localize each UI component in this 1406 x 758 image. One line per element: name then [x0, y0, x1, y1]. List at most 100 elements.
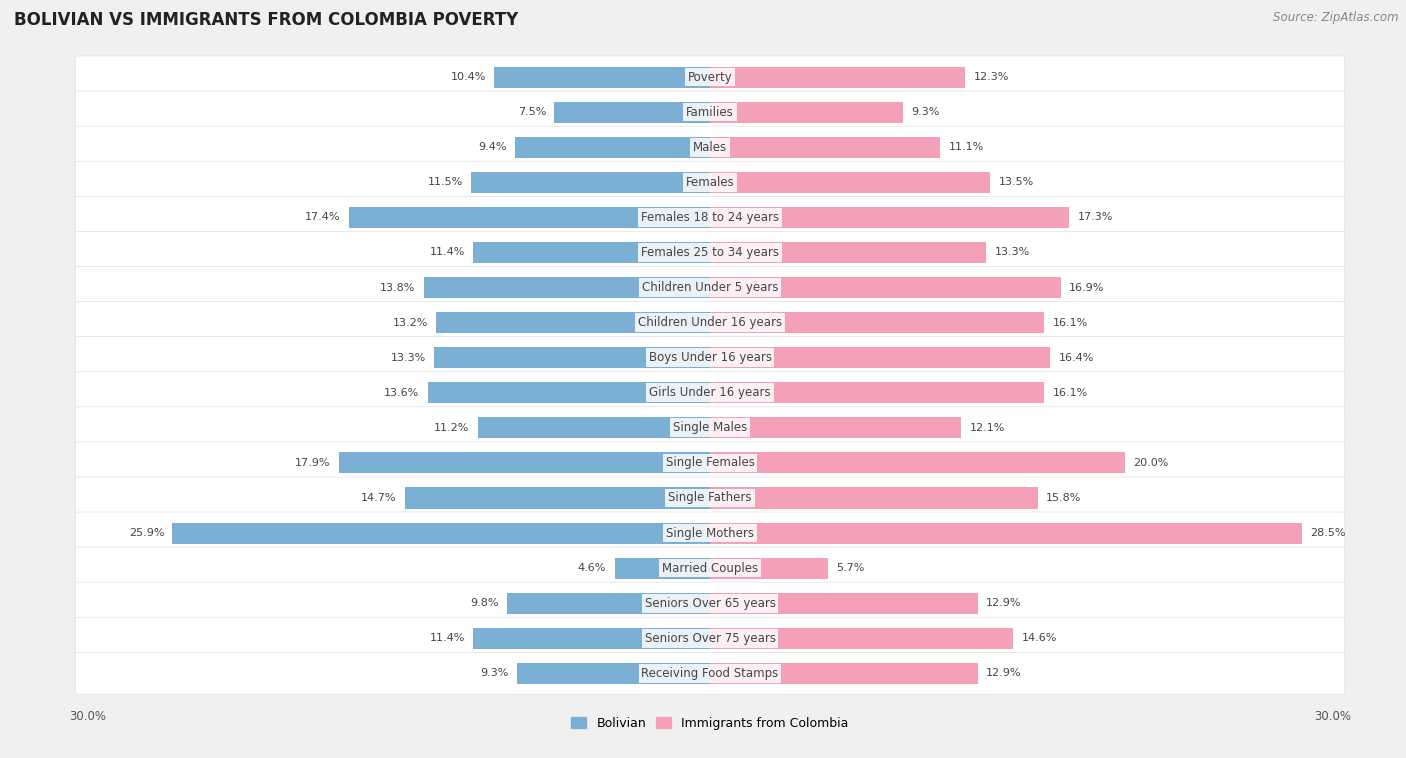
FancyBboxPatch shape — [76, 56, 1344, 98]
Text: 25.9%: 25.9% — [129, 528, 165, 538]
Text: Children Under 5 years: Children Under 5 years — [641, 281, 779, 294]
Text: 15.8%: 15.8% — [1046, 493, 1081, 503]
Bar — [710, 136, 941, 158]
Bar — [710, 418, 962, 438]
Bar — [710, 558, 828, 578]
Text: Married Couples: Married Couples — [662, 562, 758, 575]
Bar — [554, 102, 710, 123]
Text: Families: Families — [686, 105, 734, 119]
Text: 9.3%: 9.3% — [911, 107, 939, 117]
Bar — [478, 418, 710, 438]
Text: 16.9%: 16.9% — [1069, 283, 1105, 293]
FancyBboxPatch shape — [76, 126, 1344, 168]
Text: 12.9%: 12.9% — [986, 598, 1022, 608]
Text: 11.4%: 11.4% — [430, 633, 465, 644]
Bar — [471, 172, 710, 193]
FancyBboxPatch shape — [76, 91, 1344, 133]
Text: 9.4%: 9.4% — [478, 143, 506, 152]
Text: 17.9%: 17.9% — [295, 458, 330, 468]
FancyBboxPatch shape — [76, 512, 1344, 554]
FancyBboxPatch shape — [76, 617, 1344, 659]
Bar — [710, 67, 966, 88]
Bar — [710, 522, 1302, 543]
Text: 10.4%: 10.4% — [450, 72, 486, 82]
Text: 13.2%: 13.2% — [392, 318, 427, 327]
Bar — [339, 453, 710, 474]
Text: 11.5%: 11.5% — [427, 177, 463, 187]
Bar — [710, 487, 1038, 509]
Text: Females 25 to 34 years: Females 25 to 34 years — [641, 246, 779, 259]
Bar — [436, 312, 710, 333]
Bar — [405, 487, 710, 509]
Text: BOLIVIAN VS IMMIGRANTS FROM COLOMBIA POVERTY: BOLIVIAN VS IMMIGRANTS FROM COLOMBIA POV… — [14, 11, 519, 30]
Text: 13.8%: 13.8% — [380, 283, 415, 293]
Text: 16.1%: 16.1% — [1053, 388, 1088, 398]
Text: 4.6%: 4.6% — [578, 563, 606, 573]
Bar — [710, 312, 1045, 333]
FancyBboxPatch shape — [76, 337, 1344, 379]
Bar — [710, 662, 977, 684]
FancyBboxPatch shape — [76, 161, 1344, 203]
Text: 16.4%: 16.4% — [1059, 352, 1094, 362]
Text: 13.6%: 13.6% — [384, 388, 419, 398]
Text: Boys Under 16 years: Boys Under 16 years — [648, 351, 772, 364]
Bar — [423, 277, 710, 298]
Text: 17.3%: 17.3% — [1077, 212, 1112, 222]
Text: 11.2%: 11.2% — [434, 423, 470, 433]
Bar — [710, 382, 1045, 403]
FancyBboxPatch shape — [76, 196, 1344, 239]
Text: Females 18 to 24 years: Females 18 to 24 years — [641, 211, 779, 224]
Bar — [710, 453, 1125, 474]
Text: 12.1%: 12.1% — [970, 423, 1005, 433]
FancyBboxPatch shape — [76, 407, 1344, 449]
Bar — [474, 242, 710, 263]
Text: Females: Females — [686, 176, 734, 189]
Text: Single Mothers: Single Mothers — [666, 527, 754, 540]
Bar — [710, 102, 903, 123]
Text: Children Under 16 years: Children Under 16 years — [638, 316, 782, 329]
Text: Source: ZipAtlas.com: Source: ZipAtlas.com — [1274, 11, 1399, 24]
Text: 11.4%: 11.4% — [430, 247, 465, 258]
Bar — [710, 347, 1050, 368]
FancyBboxPatch shape — [76, 267, 1344, 309]
Bar — [506, 593, 710, 614]
Text: 11.1%: 11.1% — [949, 143, 984, 152]
Text: 9.8%: 9.8% — [470, 598, 498, 608]
Text: Single Fathers: Single Fathers — [668, 491, 752, 505]
Bar — [515, 136, 710, 158]
Bar — [349, 207, 710, 228]
Text: 9.3%: 9.3% — [481, 669, 509, 678]
Text: 14.7%: 14.7% — [361, 493, 396, 503]
Text: Seniors Over 65 years: Seniors Over 65 years — [644, 597, 776, 609]
Bar — [434, 347, 710, 368]
FancyBboxPatch shape — [76, 547, 1344, 589]
Bar — [517, 662, 710, 684]
Bar — [710, 628, 1014, 649]
Bar — [427, 382, 710, 403]
Text: 20.0%: 20.0% — [1133, 458, 1168, 468]
Text: Males: Males — [693, 141, 727, 154]
Bar — [710, 593, 977, 614]
Text: 17.4%: 17.4% — [305, 212, 340, 222]
Text: 5.7%: 5.7% — [837, 563, 865, 573]
Text: 16.1%: 16.1% — [1053, 318, 1088, 327]
Text: Single Males: Single Males — [673, 421, 747, 434]
Text: Girls Under 16 years: Girls Under 16 years — [650, 387, 770, 399]
Text: 7.5%: 7.5% — [517, 107, 546, 117]
Bar — [710, 207, 1069, 228]
Bar — [710, 172, 990, 193]
FancyBboxPatch shape — [76, 371, 1344, 414]
Text: 28.5%: 28.5% — [1310, 528, 1346, 538]
Text: 12.3%: 12.3% — [973, 72, 1010, 82]
Text: 12.9%: 12.9% — [986, 669, 1022, 678]
Text: Receiving Food Stamps: Receiving Food Stamps — [641, 667, 779, 680]
Bar — [710, 242, 986, 263]
Bar — [474, 628, 710, 649]
Bar — [710, 277, 1060, 298]
Text: 13.5%: 13.5% — [998, 177, 1033, 187]
FancyBboxPatch shape — [76, 231, 1344, 274]
Bar — [173, 522, 710, 543]
FancyBboxPatch shape — [76, 442, 1344, 484]
FancyBboxPatch shape — [76, 582, 1344, 625]
FancyBboxPatch shape — [76, 653, 1344, 694]
